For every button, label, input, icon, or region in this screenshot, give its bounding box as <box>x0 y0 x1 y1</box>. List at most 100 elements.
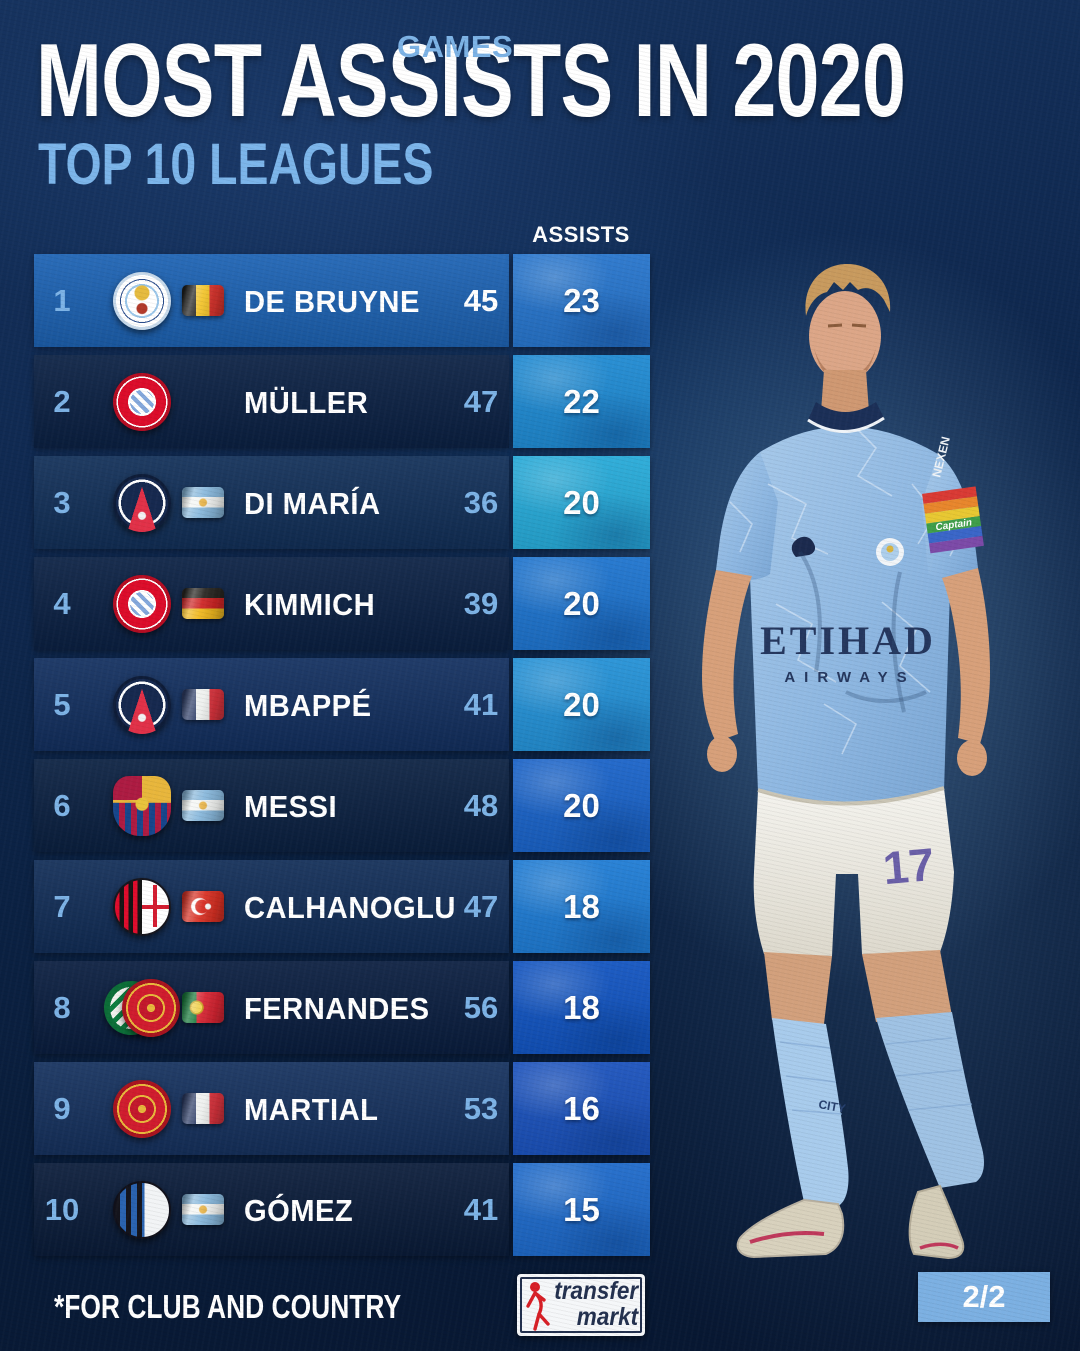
games-column-header: GAMES <box>397 29 514 64</box>
manchester-city-crest <box>113 271 171 330</box>
rank-label: 4 <box>53 586 71 621</box>
player-name: CALHANOGLU <box>244 890 456 925</box>
psg-crest <box>113 473 171 532</box>
row-main-band: 3 DI MARÍA 36 <box>34 456 509 549</box>
rank-label: 9 <box>53 1091 71 1126</box>
manchester-united-crest <box>113 1079 171 1138</box>
table-row: 6 MESSI 48 20 <box>34 759 650 852</box>
argentina-flag <box>182 487 224 518</box>
sock-text: CITY <box>817 1097 846 1116</box>
player-name: MARTIAL <box>244 1092 379 1127</box>
player-name: FERNANDES <box>244 991 430 1026</box>
brand-word-top: transfer <box>554 1277 638 1305</box>
france-flag <box>182 1093 224 1124</box>
turkey-flag <box>182 891 224 922</box>
rank-label: 2 <box>53 384 71 419</box>
club-crests <box>104 1163 180 1256</box>
player-name: GÓMEZ <box>244 1193 354 1228</box>
bayern-munich-crest <box>113 574 171 633</box>
games-value: 45 <box>463 283 499 318</box>
games-value: 56 <box>463 990 499 1025</box>
psg-crest <box>113 675 171 734</box>
france-flag <box>182 689 224 720</box>
club-crests <box>104 1062 180 1155</box>
row-main-band: 10 GÓMEZ 41 <box>34 1163 509 1256</box>
table-row: 2 MÜLLER 47 22 <box>34 355 650 448</box>
row-main-band: 5 MBAPPÉ 41 <box>34 658 509 751</box>
portugal-flag <box>182 992 224 1023</box>
row-main-band: 8 FERNANDES 56 <box>34 961 509 1054</box>
kit-maker-logo <box>791 536 816 557</box>
assists-value: 20 <box>563 685 600 723</box>
germany-flag <box>182 588 224 619</box>
club-crests <box>104 658 180 751</box>
games-value: 39 <box>463 586 499 621</box>
club-crests <box>104 860 180 953</box>
rainbow-captain-armband: Captain <box>922 486 984 554</box>
player-face <box>809 291 881 381</box>
games-value: 47 <box>463 384 499 419</box>
table-row: 10 GÓMEZ 41 15 <box>34 1163 650 1256</box>
barcelona-crest <box>113 775 171 836</box>
assists-cell: 20 <box>513 557 650 650</box>
page-indicator-badge: 2/2 <box>918 1272 1050 1322</box>
bayern-munich-crest <box>113 372 171 431</box>
row-main-band: 9 MARTIAL 53 <box>34 1062 509 1155</box>
ac-milan-crest <box>113 877 171 936</box>
shirt-sponsor-line1: ETIHAD <box>760 618 936 663</box>
table-row: 1 DE BRUYNE 45 23 <box>34 254 650 347</box>
assists-value: 20 <box>563 584 600 622</box>
rank-label: 3 <box>53 485 71 520</box>
assists-cell: 20 <box>513 456 650 549</box>
row-main-band: 2 MÜLLER 47 <box>34 355 509 448</box>
argentina-flag <box>182 790 224 821</box>
rank-label: 5 <box>53 687 71 722</box>
club-crests <box>104 759 180 852</box>
transfermarkt-logo: transfer markt <box>517 1274 645 1336</box>
assists-cell: 22 <box>513 355 650 448</box>
assists-cell: 16 <box>513 1062 650 1155</box>
games-value: 53 <box>463 1091 499 1126</box>
assists-table: 1 DE BRUYNE 45 23 2 MÜLLER 47 22 <box>34 254 650 1264</box>
rank-label: 7 <box>53 889 71 924</box>
assists-value: 16 <box>563 1089 600 1127</box>
games-value: 36 <box>463 485 499 520</box>
rank-label: 1 <box>53 283 71 318</box>
assists-value: 22 <box>563 382 600 420</box>
club-crests <box>104 961 180 1054</box>
player-hair <box>805 264 891 316</box>
player-shorts <box>753 788 954 956</box>
player-name: KIMMICH <box>244 587 376 622</box>
shorts-number: 17 <box>881 838 937 894</box>
manchester-united-crest <box>122 978 180 1037</box>
belgium-flag <box>182 285 224 316</box>
rank-label: 10 <box>44 1192 80 1227</box>
armband-captain-text: Captain <box>935 517 973 533</box>
page-title: MOST ASSISTS IN 2020 <box>36 23 906 139</box>
assists-cell: 23 <box>513 254 650 347</box>
transfermarkt-player-icon <box>526 1282 550 1331</box>
assists-value: 23 <box>563 281 600 319</box>
games-value: 48 <box>463 788 499 823</box>
table-row: 5 MBAPPÉ 41 20 <box>34 658 650 751</box>
player-photo-de-bruyne: NEXEN Captain ETIHAD AIRWAYS 17 <box>702 264 990 1260</box>
assists-value: 20 <box>563 483 600 521</box>
games-value: 41 <box>463 687 499 722</box>
assists-value: 15 <box>563 1190 600 1228</box>
table-row: 4 KIMMICH 39 20 <box>34 557 650 650</box>
shirt-sponsor-line2: AIRWAYS <box>784 669 915 686</box>
games-value: 41 <box>463 1192 499 1227</box>
player-name: DI MARÍA <box>244 486 381 521</box>
row-main-band: 4 KIMMICH 39 <box>34 557 509 650</box>
rank-label: 8 <box>53 990 71 1025</box>
table-row: 8 FERNANDES 56 18 <box>34 961 650 1054</box>
player-name: MÜLLER <box>244 385 369 420</box>
assists-value: 20 <box>563 786 600 824</box>
brand-word-bottom: markt <box>576 1303 638 1331</box>
table-row: 7 CALHANOGLU 47 18 <box>34 860 650 953</box>
row-main-band: 7 CALHANOGLU 47 <box>34 860 509 953</box>
club-crests <box>104 254 180 347</box>
assists-cell: 18 <box>513 961 650 1054</box>
atalanta-crest <box>113 1180 171 1239</box>
